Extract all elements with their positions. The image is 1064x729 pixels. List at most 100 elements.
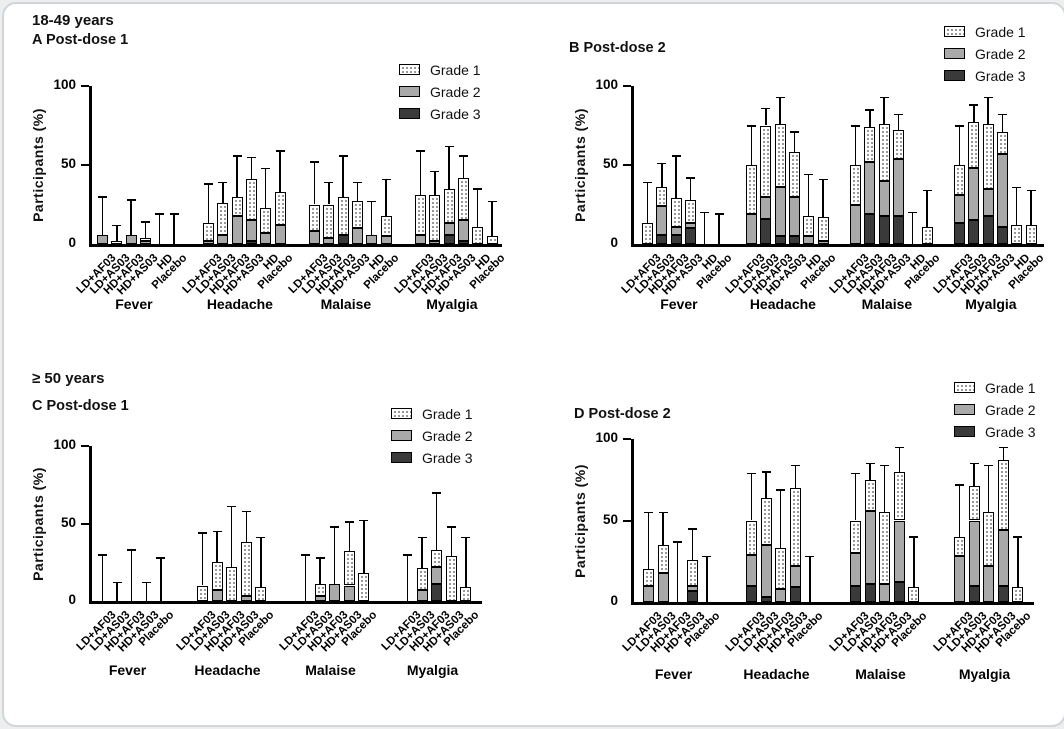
bar-segment-grade-1 [670, 198, 682, 227]
bar-segment-grade-2 [309, 231, 320, 244]
bar-segment-grade-2 [343, 585, 355, 601]
bar-segment-grade-1 [111, 240, 123, 244]
error-bar [897, 114, 900, 131]
error-bar-cap [218, 181, 228, 184]
bar-segment-grade-2 [351, 228, 363, 244]
x-axis-line [631, 244, 1044, 247]
bar-segment-grade-3 [746, 585, 757, 602]
bar-segment-grade-1 [255, 587, 267, 601]
bar-segment-grade-1 [472, 226, 484, 244]
bar-segment-grade-1 [1011, 225, 1023, 244]
error-bar-cap [775, 96, 785, 99]
error-bar [854, 125, 857, 165]
bar-segment-grade-1 [226, 566, 238, 601]
error-bar [765, 471, 767, 498]
error-bar-cap [315, 557, 325, 559]
bar-segment-grade-3 [457, 240, 469, 244]
error-bar-cap [776, 489, 786, 491]
error-bar-cap [761, 107, 771, 110]
error-bar-cap [461, 536, 471, 539]
error-bar [869, 463, 871, 480]
error-bar-cap [969, 462, 979, 465]
error-bar [101, 196, 104, 235]
y-axis-tick-label: 0 [68, 235, 76, 250]
group-label: Fever [660, 296, 698, 312]
error-bar [279, 150, 281, 192]
bar-segment-grade-1 [309, 204, 320, 232]
bar-segment-grade-1 [343, 551, 355, 586]
bar-segment-grade-1 [864, 479, 876, 511]
error-bar-cap [204, 183, 213, 185]
panel-c-post-dose-1: C Post-dose 1 Participants (%) Grade 1 Gr… [4, 366, 536, 725]
legend-swatch-g2 [944, 48, 965, 59]
bar-segment-grade-1 [893, 471, 905, 521]
bar-segment-grade-1 [864, 127, 876, 162]
error-bar [869, 109, 871, 128]
error-bar [348, 521, 351, 552]
legend-swatch-g3 [391, 452, 412, 463]
bar-segment-grade-1 [1012, 587, 1024, 602]
error-bar-cap [198, 532, 207, 534]
error-bar [958, 484, 961, 537]
legend-label: Grade 2 [985, 402, 1036, 418]
legend-row: Grade 3 [399, 106, 519, 124]
error-bar-cap [487, 200, 497, 203]
error-bar [236, 155, 238, 197]
error-bar-cap [169, 213, 179, 215]
error-bar-cap [880, 464, 890, 467]
bar-segment-grade-1 [197, 585, 208, 601]
error-bar [328, 182, 330, 205]
bar-segment-grade-1 [314, 583, 326, 597]
bar-segment-grade-3 [968, 585, 980, 602]
bar-segment-grade-3 [982, 215, 994, 244]
error-bar-cap [338, 155, 348, 157]
error-bar-cap [658, 511, 668, 514]
error-bar [264, 168, 267, 208]
error-bar-cap [922, 189, 932, 192]
error-bar [116, 225, 118, 241]
bar-segment-grade-1 [760, 125, 772, 197]
error-bar-cap [955, 484, 964, 486]
bar-segment-grade-3 [686, 590, 698, 602]
legend-label: Grade 3 [430, 106, 481, 122]
error-bar [304, 554, 307, 601]
error-bar-cap [430, 170, 440, 173]
age-group-header-18-49: 18-49 years [32, 12, 114, 29]
error-bar [434, 171, 436, 195]
panel-a-post-dose-1: A Post-dose 1 Participants (%) Grade 1 Gr… [4, 4, 536, 366]
bar-segment-grade-2 [97, 234, 108, 244]
error-bar [207, 183, 210, 224]
y-axis-tick-label: 100 [53, 77, 76, 92]
error-bar-cap [359, 519, 369, 522]
legend-row: Grade 3 [391, 450, 511, 468]
error-bar [173, 213, 175, 244]
legend-row: Grade 2 [954, 402, 1064, 420]
bar-segment-grade-3 [245, 240, 257, 244]
bar-segment-grade-1 [996, 131, 1008, 154]
error-bar-cap [403, 554, 412, 556]
bar-segment-grade-2 [968, 520, 980, 586]
bar-segment-grade-2 [997, 530, 1009, 586]
bar-segment-grade-2 [657, 572, 669, 602]
panel-b-title: B Post-dose 2 [569, 40, 666, 56]
error-bar-cap [909, 536, 919, 538]
error-bar [144, 221, 147, 238]
bar-segment-grade-3 [893, 582, 905, 602]
bar-segment-grade-1 [760, 497, 772, 545]
error-bar-cap [790, 464, 800, 467]
error-bar-cap [893, 113, 903, 116]
legend-row: Grade 1 [391, 406, 511, 424]
bar-segment-grade-2 [457, 220, 469, 241]
error-bar-cap [644, 511, 653, 514]
error-bar [973, 463, 975, 487]
error-bar [911, 212, 914, 244]
bar-segment-grade-2 [850, 553, 861, 586]
bar-segment-grade-2 [817, 240, 829, 244]
y-axis-tick-label: 0 [68, 592, 76, 607]
legend-label: Grade 3 [422, 450, 473, 466]
bar-segment-grade-1 [879, 512, 891, 585]
bar-segment-grade-2 [774, 187, 786, 237]
bar-segment-grade-1 [460, 587, 472, 601]
error-bar [691, 528, 694, 560]
bar-segment-grade-1 [908, 587, 920, 602]
